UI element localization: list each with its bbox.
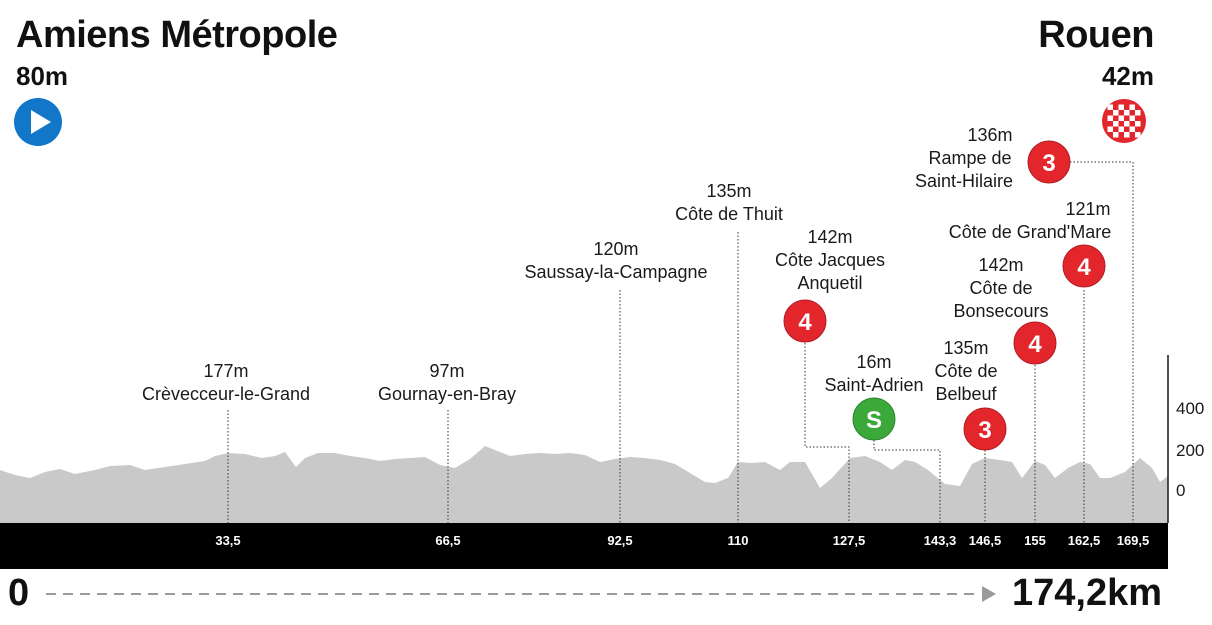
- point-name: Saint-Hilaire: [915, 171, 1013, 191]
- climb-badge: 3: [963, 407, 1007, 451]
- finish-city: Rouen: [1038, 14, 1154, 56]
- climb-badge: 4: [1062, 244, 1106, 288]
- point-name: Anquetil: [797, 273, 862, 293]
- point-connectors: [227, 161, 1134, 523]
- climb-badge: 3: [1027, 140, 1071, 184]
- svg-text:4: 4: [798, 309, 812, 336]
- point-altitude: 135m: [706, 181, 751, 201]
- point-altitude: 142m: [978, 255, 1023, 275]
- point-altitude: 142m: [807, 227, 852, 247]
- start-altitude: 80m: [16, 61, 69, 91]
- sprint-badge: S: [852, 397, 896, 441]
- point-altitude: 135m: [943, 338, 988, 358]
- distance-band: [0, 523, 1168, 569]
- point-rampe-de-saint-hilaire: 136m Rampe de Saint-Hilaire: [915, 125, 1013, 191]
- km-marker: 143,3: [924, 533, 957, 548]
- point-gournay: 97m Gournay-en-Bray: [378, 361, 516, 404]
- km-markers: 33,5 66,5 92,5 110 127,5 143,3 146,5 155…: [215, 533, 1149, 548]
- km-marker: 146,5: [969, 533, 1002, 548]
- point-name: Rampe de: [928, 148, 1011, 168]
- point-altitude: 136m: [967, 125, 1012, 145]
- climb-badge: 4: [1013, 321, 1057, 365]
- y-tick-0: 0: [1176, 481, 1185, 500]
- point-name: Crèvecceur-le-Grand: [142, 384, 310, 404]
- point-saint-adrien: 16m Saint-Adrien: [824, 352, 923, 395]
- y-tick-400: 400: [1176, 399, 1204, 418]
- point-name: Côte de: [969, 278, 1032, 298]
- finish-flag-icon: [1102, 99, 1146, 143]
- point-name: Saint-Adrien: [824, 375, 923, 395]
- y-tick-200: 200: [1176, 441, 1204, 460]
- point-name: Gournay-en-Bray: [378, 384, 516, 404]
- point-name: Belbeuf: [935, 384, 997, 404]
- km-marker: 110: [728, 533, 749, 548]
- svg-text:S: S: [866, 407, 882, 434]
- svg-text:3: 3: [978, 417, 991, 444]
- connector-line: [1070, 161, 1134, 523]
- km-marker: 162,5: [1068, 533, 1101, 548]
- km-marker: 66,5: [435, 533, 460, 548]
- point-crevecoeur: 177m Crèvecceur-le-Grand: [142, 361, 310, 404]
- start-play-icon: [14, 98, 62, 146]
- distance-total: 174,2km: [1011, 572, 1162, 614]
- km-marker: 155: [1024, 533, 1046, 548]
- point-altitude: 16m: [856, 352, 891, 372]
- point-cote-de-belbeuf: 135m Côte de Belbeuf: [934, 338, 997, 404]
- distance-arrow-head: [982, 586, 996, 602]
- point-name: Bonsecours: [953, 301, 1048, 321]
- point-altitude: 120m: [593, 239, 638, 259]
- km-marker: 92,5: [607, 533, 632, 548]
- point-cote-jacques-anquetil: 142m Côte Jacques Anquetil: [775, 227, 885, 293]
- svg-text:3: 3: [1042, 150, 1055, 177]
- point-name: Côte de Thuit: [675, 204, 783, 224]
- km-marker: 127,5: [833, 533, 866, 548]
- point-saussay: 120m Saussay-la-Campagne: [524, 239, 707, 282]
- km-marker: 33,5: [215, 533, 240, 548]
- point-name: Côte de: [934, 361, 997, 381]
- svg-text:4: 4: [1077, 254, 1091, 281]
- point-cote-de-grand-mare: 121m Côte de Grand'Mare: [949, 199, 1112, 242]
- start-city: Amiens Métropole: [16, 14, 338, 56]
- point-name: Côte de Grand'Mare: [949, 222, 1112, 242]
- connector-line: [873, 440, 941, 523]
- connector-line: [804, 343, 850, 523]
- point-altitude: 97m: [429, 361, 464, 381]
- point-cote-de-thuit: 135m Côte de Thuit: [675, 181, 783, 224]
- elevation-profile: [0, 446, 1168, 525]
- svg-text:4: 4: [1028, 331, 1042, 358]
- climb-badge: 4: [783, 299, 827, 343]
- point-cote-de-bonsecours: 142m Côte de Bonsecours: [953, 255, 1048, 321]
- point-name: Saussay-la-Campagne: [524, 262, 707, 282]
- distance-start: 0: [8, 572, 30, 614]
- point-name: Côte Jacques: [775, 250, 885, 270]
- km-marker: 169,5: [1117, 533, 1150, 548]
- point-altitude: 121m: [1065, 199, 1110, 219]
- point-altitude: 177m: [203, 361, 248, 381]
- finish-altitude: 42m: [1101, 61, 1154, 91]
